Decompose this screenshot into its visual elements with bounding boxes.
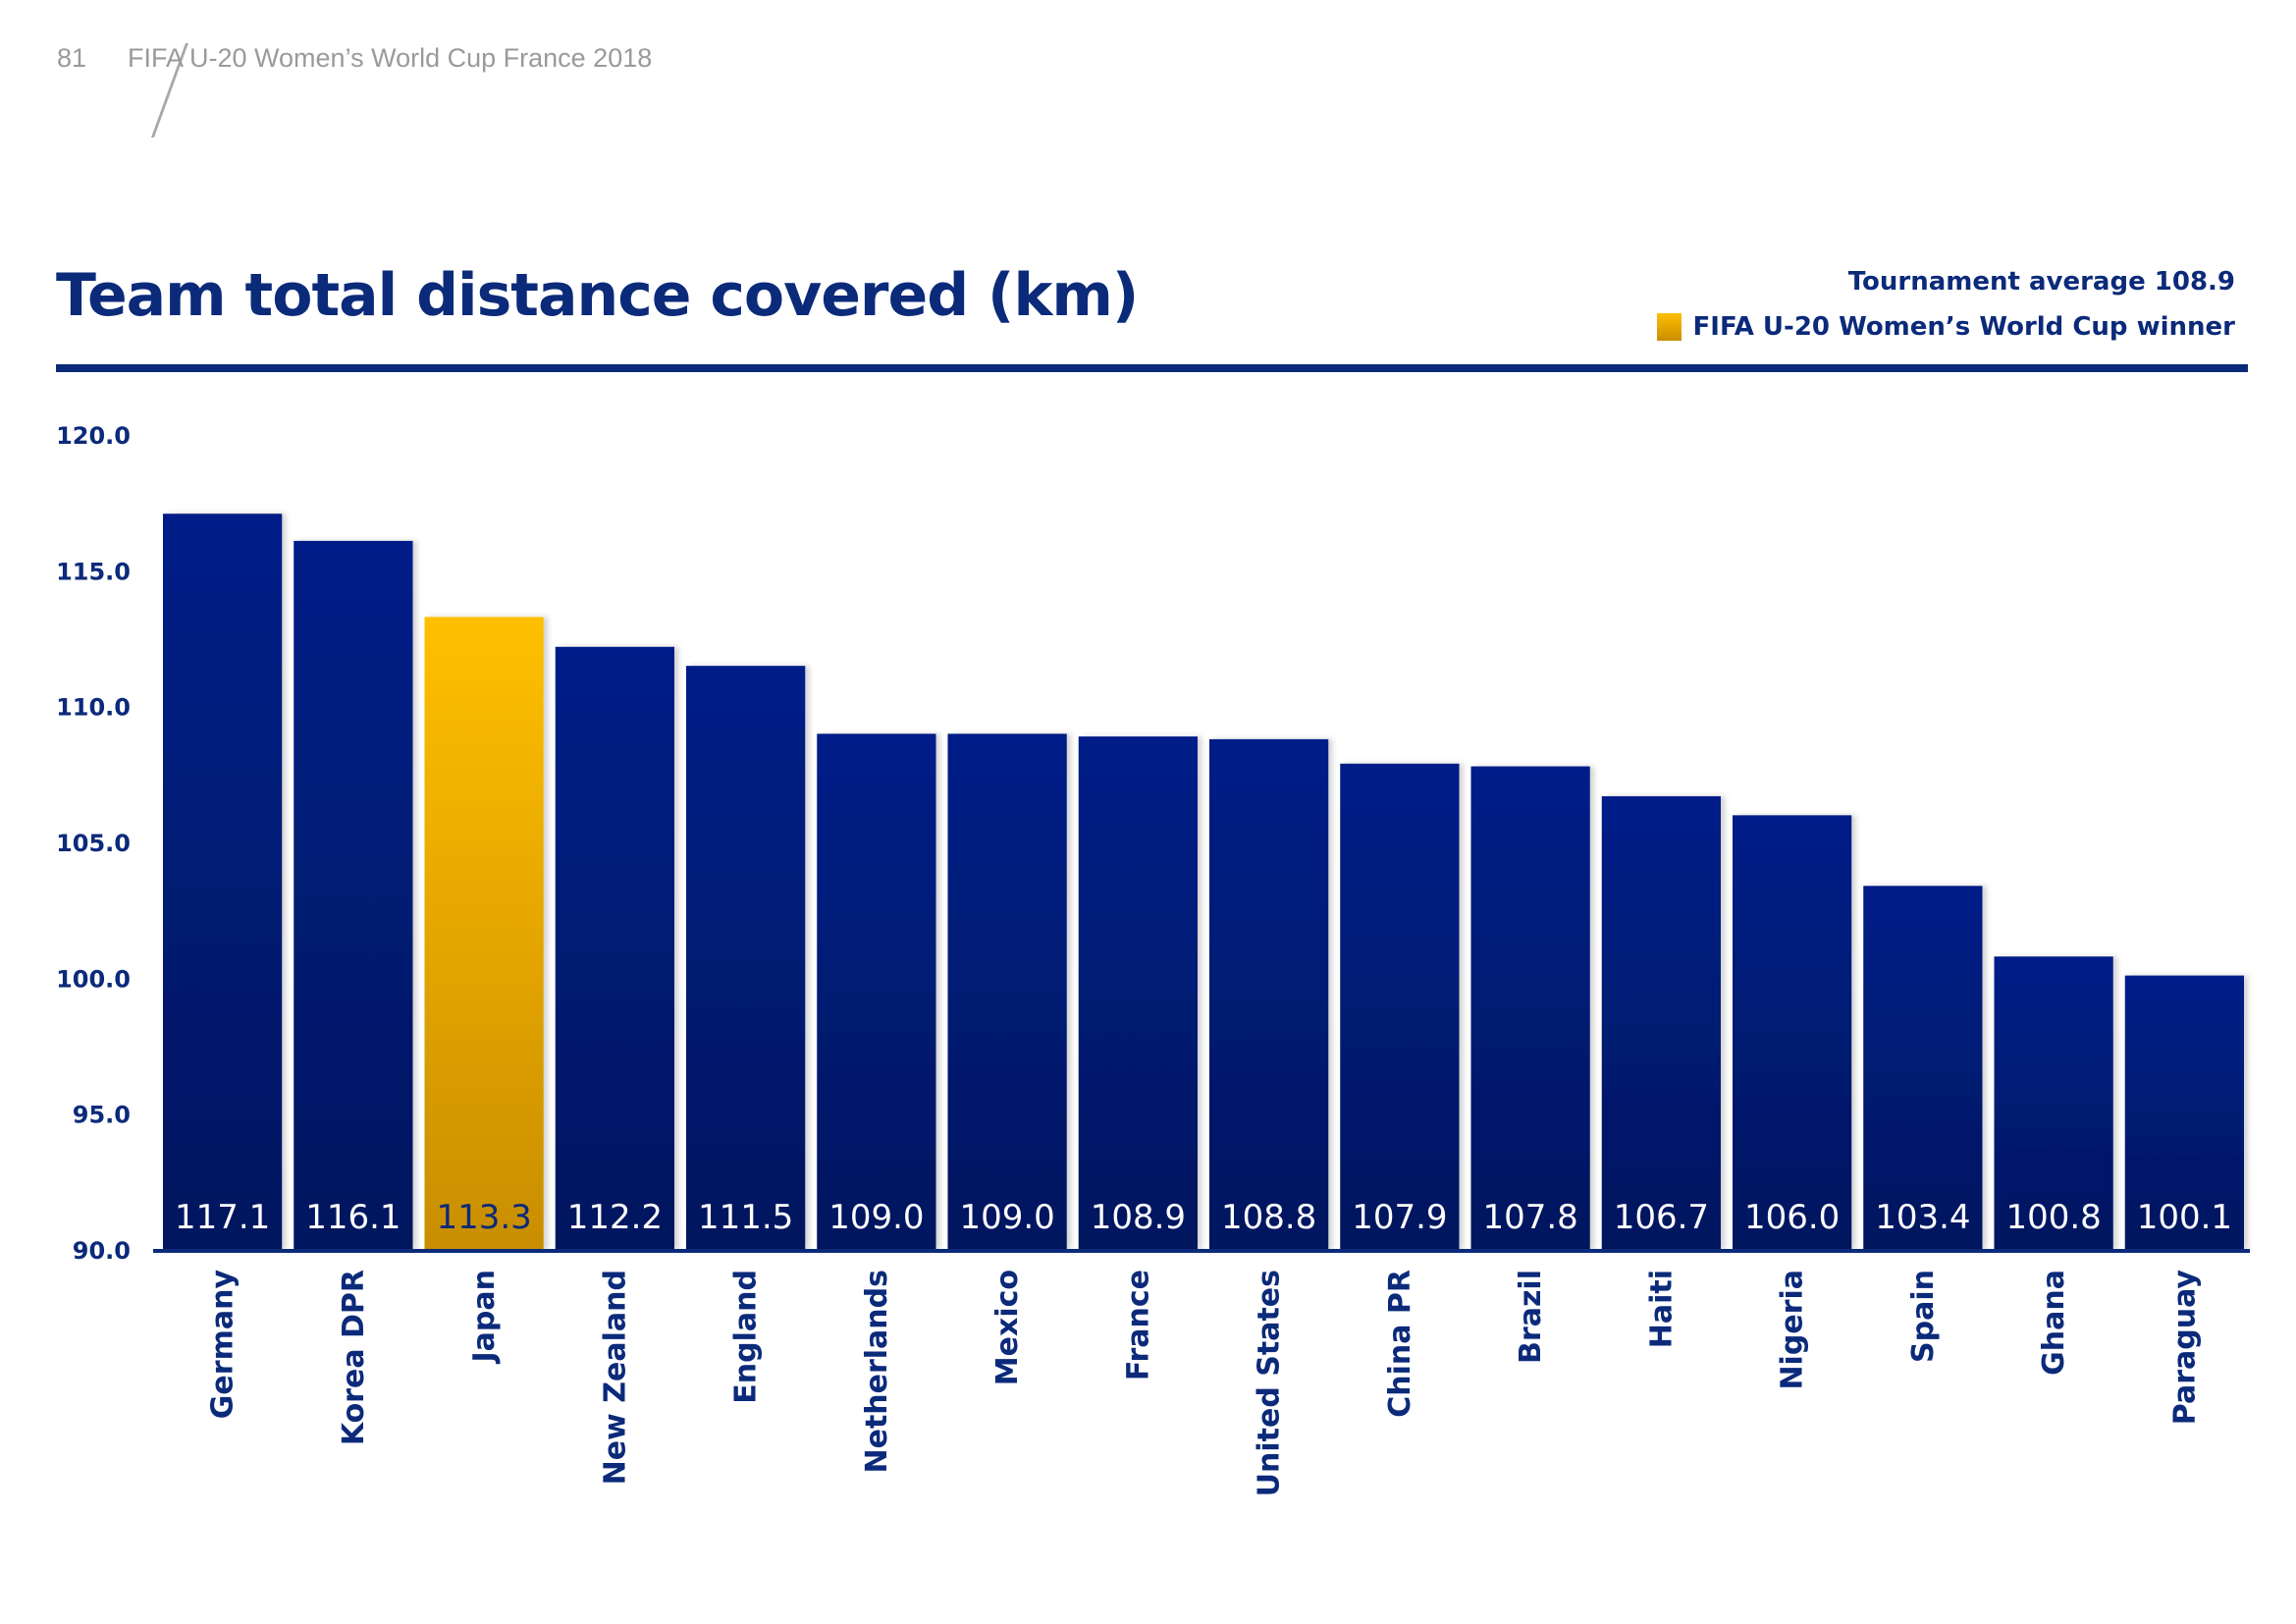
- value-label: 109.0: [828, 1198, 924, 1237]
- chart-title: Team total distance covered (km): [56, 261, 1139, 330]
- value-label: 116.1: [305, 1198, 400, 1237]
- value-label: 103.4: [1875, 1198, 1970, 1237]
- x-tick-label: Nigeria: [1776, 1270, 1810, 1390]
- legend-winner-label: FIFA U-20 Women’s World Cup winner: [1692, 312, 2235, 342]
- bar-mexico: [947, 733, 1067, 1250]
- x-tick-label: New Zealand: [598, 1270, 632, 1485]
- bar-new-zealand: [555, 646, 674, 1250]
- bar-ghana: [1994, 956, 2113, 1250]
- page-number: 81: [57, 43, 87, 73]
- y-tick-label: 110.0: [56, 694, 131, 722]
- x-tick-label: United States: [1253, 1270, 1287, 1496]
- bar-japan: [424, 617, 544, 1250]
- x-tick-label: Haiti: [1644, 1270, 1679, 1348]
- bar-germany: [163, 514, 283, 1250]
- bar-spain: [1863, 886, 1983, 1250]
- bar-korea-dpr: [294, 540, 413, 1250]
- x-tick-label: Mexico: [990, 1270, 1025, 1385]
- value-label: 113.3: [436, 1198, 531, 1237]
- title-divider: [56, 364, 2248, 372]
- value-label: 111.5: [698, 1198, 793, 1237]
- tournament-average-note: Tournament average 108.9: [1847, 267, 2235, 297]
- x-tick-label: Netherlands: [860, 1270, 894, 1474]
- y-tick-label: 105.0: [56, 830, 131, 857]
- x-tick-label: Germany: [206, 1270, 240, 1420]
- bar-england: [686, 666, 806, 1250]
- bar-paraguay: [2124, 975, 2244, 1250]
- value-label: 112.2: [567, 1198, 663, 1237]
- bar-united-states: [1209, 738, 1329, 1250]
- x-tick-label: Ghana: [2037, 1270, 2071, 1376]
- value-label: 107.9: [1352, 1198, 1447, 1237]
- x-tick-label: China PR: [1383, 1270, 1417, 1418]
- publication-title: FIFA U-20 Women’s World Cup France 2018: [128, 43, 653, 73]
- value-label: 108.9: [1091, 1198, 1186, 1237]
- bar-netherlands: [817, 733, 936, 1250]
- x-axis-baseline: [153, 1249, 2250, 1253]
- y-tick-label: 90.0: [73, 1237, 131, 1265]
- y-tick-label: 115.0: [56, 558, 131, 585]
- bar-nigeria: [1733, 815, 1852, 1250]
- bar-brazil: [1470, 766, 1590, 1250]
- x-axis: Germany Korea DPR Japan New Zealand England N…: [153, 1249, 2250, 1496]
- x-tick-label: Brazil: [1514, 1270, 1548, 1364]
- x-tick-label: Spain: [1906, 1270, 1941, 1363]
- value-labels: 117.1 116.1 113.3 112.2 111.5 109.0 109.0 108.9…: [175, 1198, 2232, 1237]
- legend: FIFA U-20 Women’s World Cup winner: [1656, 312, 2235, 342]
- x-tick-label: Korea DPR: [337, 1270, 371, 1445]
- y-tick-label: 95.0: [73, 1102, 131, 1129]
- value-label: 106.7: [1614, 1198, 1709, 1237]
- y-axis: 120.0 115.0 110.0 105.0 100.0 95.0 90.0: [56, 422, 131, 1265]
- x-tick-label: England: [729, 1270, 764, 1404]
- value-label: 108.8: [1221, 1198, 1316, 1237]
- x-tick-label: France: [1121, 1270, 1155, 1380]
- bars: [163, 514, 2244, 1250]
- y-tick-label: 120.0: [56, 422, 131, 450]
- x-tick-label: Paraguay: [2167, 1270, 2202, 1426]
- value-label: 109.0: [959, 1198, 1054, 1237]
- value-label: 107.8: [1482, 1198, 1577, 1237]
- x-tick-label: Japan: [467, 1270, 502, 1364]
- bar-china-pr: [1340, 763, 1460, 1250]
- bar-france: [1078, 736, 1198, 1250]
- bar-haiti: [1601, 795, 1721, 1250]
- value-label: 106.0: [1744, 1198, 1840, 1237]
- value-label: 100.8: [2005, 1198, 2101, 1237]
- legend-winner-swatch: [1656, 313, 1682, 341]
- y-tick-label: 100.0: [56, 965, 131, 993]
- value-label: 100.1: [2137, 1198, 2232, 1237]
- value-label: 117.1: [175, 1198, 270, 1237]
